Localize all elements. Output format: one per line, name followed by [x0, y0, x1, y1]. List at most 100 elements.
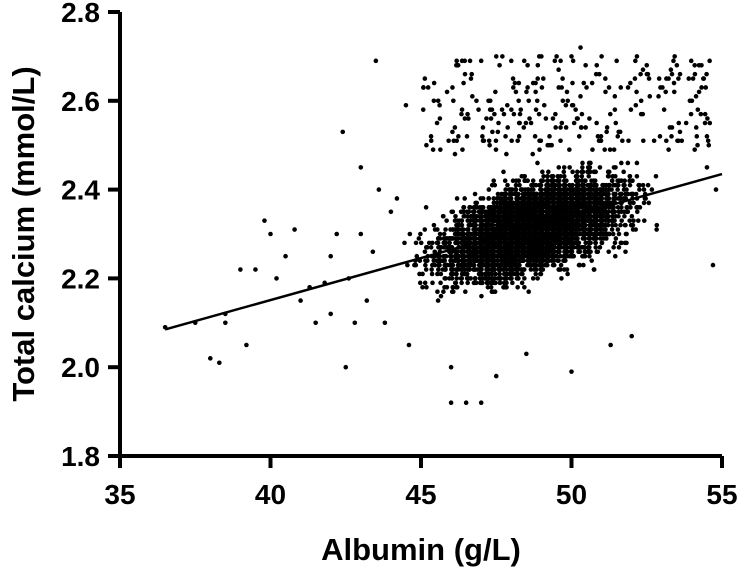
data-point	[578, 45, 583, 50]
data-point	[473, 258, 479, 263]
data-point	[253, 267, 258, 272]
data-point	[586, 160, 592, 166]
data-point	[631, 200, 636, 206]
data-point	[382, 320, 388, 326]
data-point	[429, 271, 435, 277]
data-point	[552, 182, 558, 188]
data-point	[436, 245, 441, 250]
data-point	[486, 187, 492, 192]
data-point	[540, 169, 545, 175]
data-point	[610, 222, 615, 228]
data-point	[479, 293, 484, 299]
data-point	[480, 262, 485, 268]
data-point	[546, 258, 552, 263]
data-point	[450, 209, 456, 215]
data-point	[435, 227, 440, 232]
data-point	[599, 209, 605, 215]
data-point	[467, 205, 472, 210]
data-point	[465, 253, 471, 259]
data-point	[490, 209, 496, 215]
data-point	[529, 182, 534, 188]
data-point	[534, 253, 540, 259]
data-point	[593, 187, 599, 192]
data-point	[637, 187, 642, 192]
data-point	[559, 276, 564, 281]
data-point	[556, 222, 562, 228]
data-point	[441, 231, 447, 237]
data-point	[491, 200, 497, 206]
data-point	[496, 262, 501, 268]
data-point	[492, 227, 498, 232]
data-point	[493, 373, 499, 379]
data-point	[550, 200, 556, 206]
data-point	[570, 240, 575, 246]
data-point	[558, 262, 564, 268]
data-point	[513, 200, 519, 206]
data-point	[440, 213, 446, 219]
data-point	[438, 293, 444, 299]
data-point	[454, 271, 459, 277]
data-point	[549, 227, 555, 232]
data-point	[450, 284, 456, 290]
data-point	[605, 173, 611, 179]
data-point	[479, 280, 484, 286]
data-point	[641, 187, 647, 192]
data-point	[604, 236, 609, 241]
data-point	[569, 236, 575, 241]
data-point	[478, 245, 483, 250]
data-point	[504, 280, 509, 286]
data-point	[586, 227, 592, 232]
data-point	[573, 222, 578, 228]
data-point	[442, 267, 448, 272]
data-point	[570, 227, 576, 232]
data-point	[557, 245, 563, 250]
data-point	[586, 187, 592, 192]
data-point	[549, 240, 555, 246]
data-point	[556, 249, 562, 255]
data-point	[582, 253, 588, 259]
data-point	[616, 231, 622, 237]
data-point	[422, 249, 428, 255]
data-point	[535, 258, 540, 263]
data-point	[637, 182, 642, 188]
data-point	[462, 240, 468, 246]
data-point	[495, 191, 501, 197]
data-point	[486, 280, 491, 286]
data-point	[416, 236, 422, 241]
data-point	[496, 196, 502, 201]
data-point	[328, 253, 334, 259]
data-point	[449, 271, 454, 277]
data-point	[613, 222, 618, 228]
data-point	[413, 240, 419, 246]
data-point	[456, 253, 462, 259]
data-point	[552, 187, 558, 192]
data-point	[535, 205, 540, 210]
data-point	[643, 196, 648, 201]
data-point	[364, 298, 370, 303]
data-point	[570, 187, 576, 192]
data-point	[586, 173, 592, 179]
data-point	[558, 173, 563, 179]
data-point	[621, 182, 626, 188]
data-point	[480, 231, 486, 237]
data-point	[580, 169, 586, 175]
data-point	[614, 58, 619, 64]
data-point	[483, 245, 488, 250]
data-point	[628, 205, 633, 210]
data-point	[497, 271, 502, 277]
data-point	[471, 262, 477, 268]
data-point	[603, 222, 609, 228]
data-point	[623, 191, 628, 197]
data-point	[618, 240, 624, 246]
data-point	[274, 276, 279, 281]
data-point	[587, 253, 592, 259]
data-point	[388, 209, 394, 215]
data-point	[522, 276, 527, 281]
data-point	[490, 213, 496, 219]
data-point	[513, 182, 519, 188]
data-point	[418, 240, 424, 246]
data-point	[370, 249, 376, 255]
data-point	[612, 240, 618, 246]
data-point	[474, 205, 480, 210]
data-point	[438, 280, 443, 286]
